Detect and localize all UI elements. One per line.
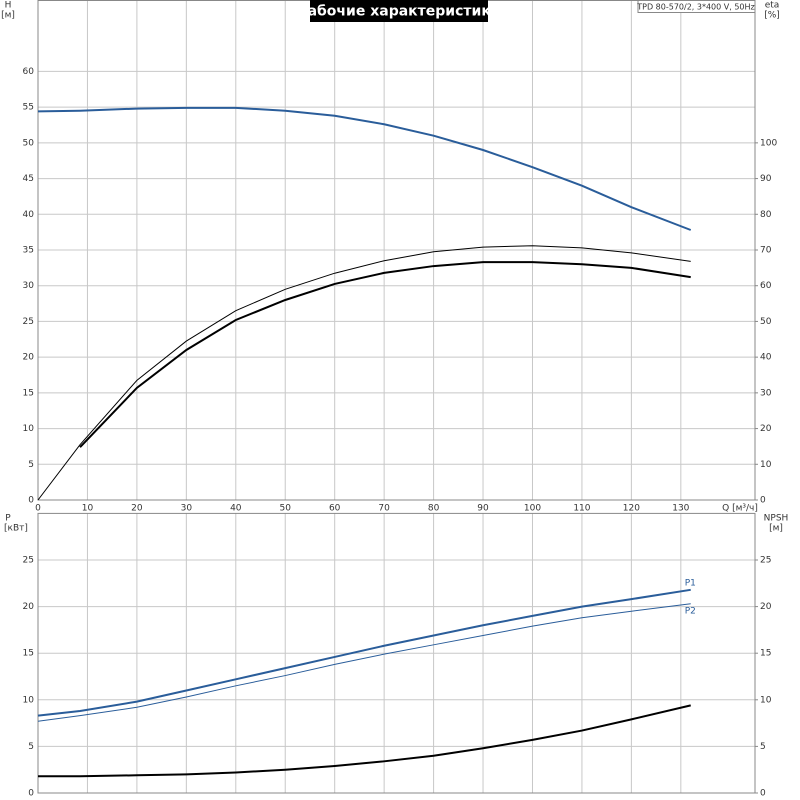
x-tick-label: 40 xyxy=(230,504,242,514)
y2-tick-label: 25 xyxy=(760,556,771,566)
y-tick-label: 55 xyxy=(23,103,34,113)
y-tick-label: 30 xyxy=(23,281,35,291)
y2-tick-label: 30 xyxy=(760,388,772,398)
y-tick-label: 0 xyxy=(28,496,34,506)
y2-axis-unit: [м] xyxy=(769,524,783,534)
series-line xyxy=(37,588,691,717)
y2-tick-label: 0 xyxy=(760,496,766,506)
subtitle-box xyxy=(637,0,756,13)
y-tick-label: 5 xyxy=(28,742,34,752)
y2-tick-label: 15 xyxy=(760,649,771,659)
y2-tick-label: 10 xyxy=(760,695,772,705)
y-tick-label: 10 xyxy=(23,695,35,705)
subtitle: TPD 80-570/2, 3*400 V, 50Hz xyxy=(636,3,754,12)
x-tick-label: 130 xyxy=(672,504,689,514)
y2-axis-label: eta xyxy=(765,1,780,11)
y-axis-unit: [м] xyxy=(1,11,15,21)
series-label: P1 xyxy=(685,578,696,588)
y-axis-label: P xyxy=(5,514,11,524)
y2-tick-label: 5 xyxy=(760,742,766,752)
series-line xyxy=(37,245,691,501)
y-tick-label: 5 xyxy=(28,460,34,470)
x-tick-label: 60 xyxy=(329,504,341,514)
y-tick-label: 10 xyxy=(23,424,35,434)
title-box xyxy=(310,0,488,22)
y2-tick-label: 20 xyxy=(760,424,772,434)
y-tick-label: 40 xyxy=(23,210,35,220)
y2-tick-label: 100 xyxy=(760,138,777,148)
x-tick-label: 30 xyxy=(181,504,193,514)
x-tick-label: 100 xyxy=(524,504,541,514)
y-axis-unit: [кВт] xyxy=(4,524,28,534)
x-tick-label: 120 xyxy=(623,504,640,514)
series-label: P2 xyxy=(685,606,696,616)
y-tick-label: 15 xyxy=(23,649,34,659)
y2-tick-label: 0 xyxy=(760,789,766,799)
y2-tick-label: 60 xyxy=(760,281,772,291)
y2-tick-label: 70 xyxy=(760,246,772,256)
x-axis-label: Q [м³/ч] xyxy=(722,504,758,514)
y2-tick-label: 10 xyxy=(760,460,772,470)
grid-layer xyxy=(37,0,755,794)
x-tick-label: 80 xyxy=(428,504,440,514)
y-tick-label: 15 xyxy=(23,388,34,398)
y2-tick-label: 20 xyxy=(760,602,772,612)
y-tick-label: 20 xyxy=(23,353,35,363)
y2-tick-label: 90 xyxy=(760,174,772,184)
y2-tick-label: 50 xyxy=(760,317,772,327)
y-tick-label: 25 xyxy=(23,317,34,327)
y-tick-label: 50 xyxy=(23,138,35,148)
x-tick-label: 110 xyxy=(573,504,590,514)
y-tick-label: 45 xyxy=(23,174,34,184)
y-tick-label: 20 xyxy=(23,602,35,612)
x-tick-label: 50 xyxy=(280,504,292,514)
series-line xyxy=(79,261,691,448)
y2-tick-label: 80 xyxy=(760,210,772,220)
series-line xyxy=(38,704,691,778)
series-line xyxy=(37,603,691,722)
y-tick-label: 25 xyxy=(23,556,34,566)
y-tick-label: 0 xyxy=(28,789,34,799)
y-tick-label: 35 xyxy=(23,246,34,256)
x-tick-label: 0 xyxy=(35,504,41,514)
x-tick-label: 70 xyxy=(378,504,390,514)
chart-title: Рабочие характеристики xyxy=(297,4,500,20)
x-tick-label: 90 xyxy=(477,504,489,514)
series-line xyxy=(37,106,692,231)
x-tick-label: 20 xyxy=(131,504,143,514)
y-tick-label: 60 xyxy=(23,67,35,77)
y2-axis-unit: [%] xyxy=(764,11,780,21)
y2-axis-label: NPSH xyxy=(764,514,789,524)
x-tick-label: 10 xyxy=(82,504,94,514)
y-axis-label: H xyxy=(5,1,12,11)
y2-tick-label: 40 xyxy=(760,353,772,363)
